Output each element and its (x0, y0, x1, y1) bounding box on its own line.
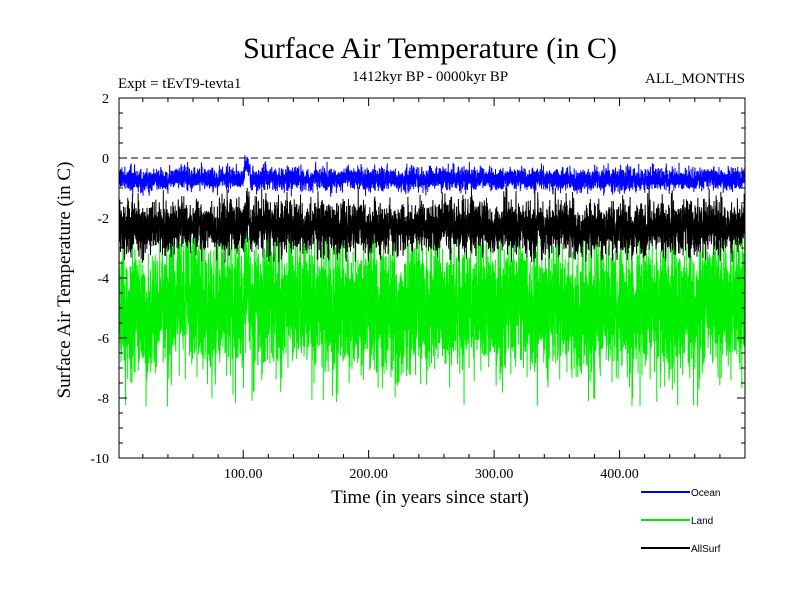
x-tick-label: 300.00 (475, 467, 514, 482)
series-line-land (118, 221, 746, 407)
y-tick-label: -2 (97, 212, 109, 227)
x-tick-label: 100.00 (224, 467, 263, 482)
legend-label-ocean: Ocean (691, 488, 720, 499)
chart-subtitle-left: Expt = tEvT9-tevta1 (118, 76, 241, 92)
y-tick-label: -4 (97, 272, 109, 287)
legend-label-allsurf: AllSurf (691, 544, 721, 555)
legend-label-land: Land (691, 516, 713, 527)
y-axis-label: Surface Air Temperature (in C) (54, 162, 75, 399)
chart-subtitle-center: 1412kyr BP - 0000kyr BP (352, 69, 508, 85)
x-tick-label: 400.00 (600, 467, 639, 482)
chart-subtitle-right: ALL_MONTHS (645, 71, 745, 87)
x-axis-label: Time (in years since start) (331, 487, 529, 508)
x-tick-label: 200.00 (349, 467, 388, 482)
y-tick-label: -8 (97, 392, 109, 407)
plot-area: -10 -8 -6 -4 -2 0 2 100.00 200.00 300.00 400.00 (90, 92, 746, 482)
y-tick-label: -10 (90, 452, 109, 467)
series-line-allsurf (118, 185, 746, 263)
series-line-ocean (118, 155, 746, 197)
chart-title: Surface Air Temperature (in C) (243, 32, 617, 65)
y-tick-label: 2 (102, 92, 109, 107)
y-tick-label: -6 (97, 332, 109, 347)
legend: Ocean Land AllSurf (641, 488, 721, 555)
y-tick-label: 0 (102, 152, 109, 167)
